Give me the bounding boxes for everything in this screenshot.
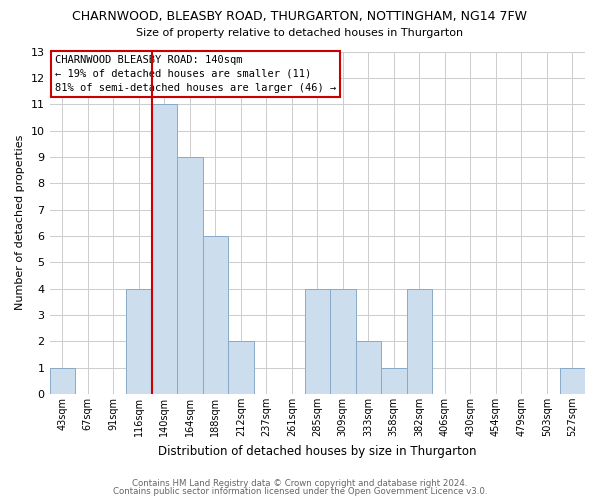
Bar [126,288,152,394]
Text: CHARNWOOD BLEASBY ROAD: 140sqm
← 19% of detached houses are smaller (11)
81% of : CHARNWOOD BLEASBY ROAD: 140sqm ← 19% of … [55,55,336,93]
X-axis label: Distribution of detached houses by size in Thurgarton: Distribution of detached houses by size … [158,444,476,458]
Bar [356,341,381,394]
Bar [177,157,203,394]
Bar [407,288,432,394]
Bar [381,368,407,394]
Text: Contains public sector information licensed under the Open Government Licence v3: Contains public sector information licen… [113,487,487,496]
Bar [203,236,228,394]
Bar [50,368,75,394]
Text: Size of property relative to detached houses in Thurgarton: Size of property relative to detached ho… [136,28,464,38]
Bar [305,288,330,394]
Bar [330,288,356,394]
Y-axis label: Number of detached properties: Number of detached properties [15,135,25,310]
Bar [228,341,254,394]
Text: CHARNWOOD, BLEASBY ROAD, THURGARTON, NOTTINGHAM, NG14 7FW: CHARNWOOD, BLEASBY ROAD, THURGARTON, NOT… [73,10,527,23]
Bar [560,368,585,394]
Bar [152,104,177,394]
Text: Contains HM Land Registry data © Crown copyright and database right 2024.: Contains HM Land Registry data © Crown c… [132,478,468,488]
